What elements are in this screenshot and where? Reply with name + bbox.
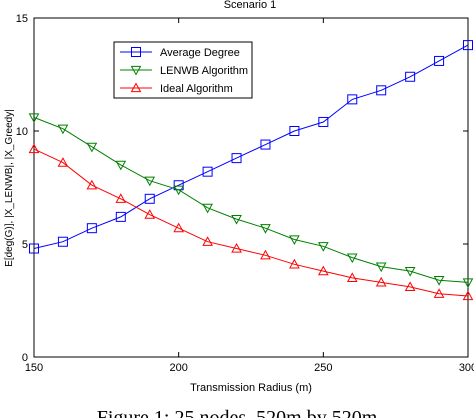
data-point	[231, 242, 242, 253]
data-point	[202, 236, 213, 246]
data-point	[434, 55, 445, 66]
data-point	[289, 126, 300, 136]
y-tick-label: 5	[22, 239, 28, 251]
data-point	[57, 236, 68, 247]
chart-title: Scenario 1	[224, 0, 277, 11]
data-point	[115, 211, 126, 222]
data-point	[86, 179, 98, 190]
legend-items: Average Degree LENWB Algorithm Ideal Algor…	[120, 47, 248, 95]
y-tick-label: 15	[16, 13, 28, 25]
legend-label: LENWB Algorithm	[160, 65, 248, 77]
x-tick-label: 200	[169, 362, 187, 374]
data-point	[144, 193, 155, 204]
data-point	[317, 242, 329, 252]
y-axis-label: E[deg(G)], |X_LENWB|, |X_Greedy|	[4, 109, 15, 267]
data-point	[463, 40, 473, 51]
data-point	[115, 193, 127, 203]
series-average-degree	[29, 40, 473, 254]
data-point	[462, 278, 474, 288]
data-point	[405, 71, 416, 82]
legend-item: Average Degree	[120, 47, 240, 59]
data-point	[347, 94, 358, 105]
x-tick-label: 300	[459, 362, 474, 374]
data-point	[173, 185, 185, 196]
data-point	[376, 85, 387, 96]
figure-caption: Figure 1: 25 nodes, 520m by 520m	[97, 407, 378, 418]
data-point	[202, 203, 213, 214]
data-point	[202, 166, 213, 177]
data-point	[86, 142, 98, 153]
legend-label: Ideal Algorithm	[160, 83, 233, 95]
data-point	[404, 267, 416, 277]
data-point	[346, 272, 358, 282]
series-lenwb-algorithm	[28, 113, 474, 288]
legend: Average Degree LENWB Algorithm Ideal Algor…	[113, 41, 253, 99]
data-point	[231, 215, 242, 225]
series-line	[33, 148, 469, 297]
series-line	[33, 44, 469, 249]
data-point	[433, 288, 445, 298]
data-point	[86, 223, 97, 234]
data-point	[404, 281, 416, 292]
x-axis-label: Transmission Radius (m)	[190, 382, 312, 394]
axis-ticks: 150 200 250 300 0 5 10 15	[16, 13, 474, 374]
x-tick-label: 150	[25, 362, 43, 374]
data-point	[346, 253, 358, 264]
data-point	[115, 160, 127, 171]
y-tick-label: 10	[16, 126, 28, 138]
data-point	[375, 262, 387, 273]
legend-swatch-marker	[130, 65, 142, 76]
data-point	[144, 209, 156, 219]
data-point	[57, 124, 69, 135]
data-point	[375, 276, 387, 287]
series-layer	[28, 40, 474, 301]
data-point	[260, 249, 271, 260]
legend-swatch-marker	[130, 82, 142, 93]
legend-label: Average Degree	[160, 47, 240, 59]
data-point	[173, 222, 185, 233]
data-point	[28, 143, 40, 154]
data-point	[144, 176, 156, 187]
data-point	[318, 116, 329, 127]
data-point	[289, 235, 300, 246]
y-tick-label: 0	[22, 352, 28, 364]
data-point	[433, 276, 445, 286]
data-point	[29, 243, 39, 254]
legend-swatch-marker	[131, 47, 141, 57]
data-point	[28, 113, 40, 123]
legend-item: Ideal Algorithm	[120, 82, 233, 95]
legend-item: LENWB Algorithm	[120, 65, 248, 77]
series-line	[33, 116, 469, 283]
x-tick-label: 250	[314, 362, 332, 374]
data-point	[57, 157, 69, 167]
data-point	[260, 139, 271, 150]
data-point	[289, 258, 300, 269]
series-ideal-algorithm	[28, 143, 474, 301]
data-point	[260, 224, 271, 234]
data-point	[462, 290, 474, 301]
data-point	[317, 265, 329, 276]
data-point	[231, 153, 242, 164]
